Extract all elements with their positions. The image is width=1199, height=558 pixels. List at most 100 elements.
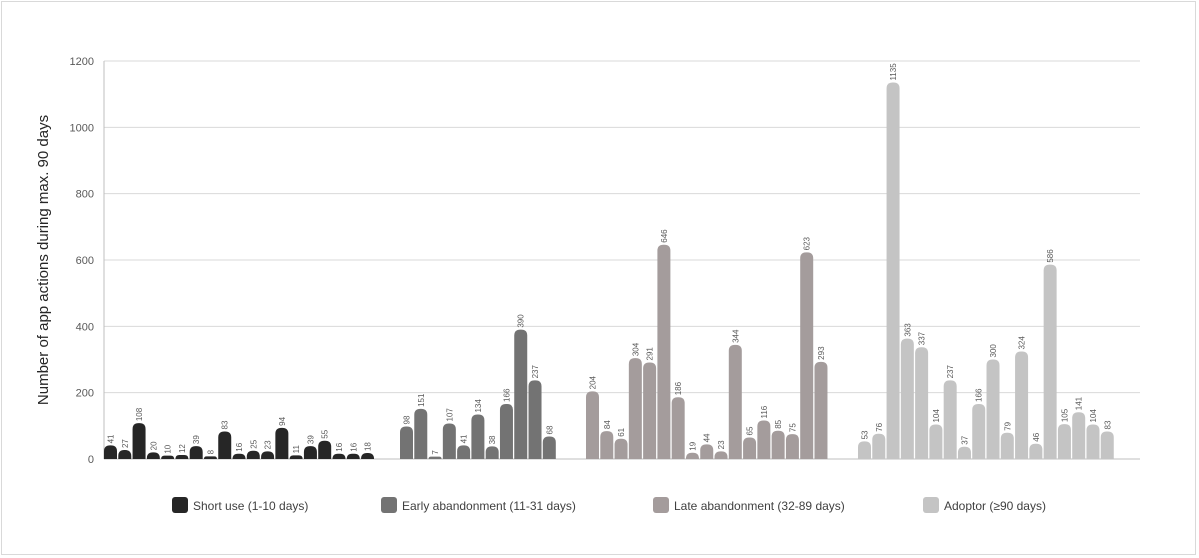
data-label: 23 — [717, 440, 726, 449]
bar — [499, 403, 513, 459]
data-label: 107 — [445, 408, 454, 422]
data-label: 61 — [617, 427, 626, 436]
data-label: 390 — [517, 314, 526, 328]
bar — [346, 453, 360, 459]
bar — [628, 358, 642, 459]
data-label: 85 — [774, 419, 783, 428]
bar — [858, 441, 871, 459]
legend-swatch — [923, 497, 939, 513]
data-label: 151 — [417, 393, 426, 407]
bar — [986, 359, 1000, 459]
bar — [318, 440, 332, 459]
data-label: 18 — [364, 442, 373, 451]
bar — [643, 362, 657, 459]
data-label: 46 — [1032, 432, 1041, 441]
bar — [743, 437, 757, 459]
y-axis-ticks: 0 200 400 600 800 1000 1200 — [70, 56, 94, 466]
y-tick-label: 800 — [76, 189, 94, 201]
bar — [872, 433, 886, 459]
data-label: 41 — [107, 434, 116, 443]
bar — [600, 431, 614, 459]
data-label: 20 — [149, 441, 158, 450]
data-label: 39 — [192, 435, 201, 444]
bar — [900, 338, 914, 459]
bar — [728, 344, 742, 459]
bar — [232, 453, 246, 459]
data-labels: 41 27 108 20 10 12 39 8 83 16 25 23 94 11 39 55 16 16 18 98… — [107, 63, 1113, 455]
data-label: 623 — [803, 236, 812, 250]
legend-item: Early abandonment (11-31 days) — [381, 497, 576, 513]
bar — [1000, 432, 1014, 459]
legend-swatch — [172, 497, 188, 513]
data-label: 291 — [646, 347, 655, 361]
data-label: 344 — [731, 329, 740, 343]
bar — [1100, 431, 1114, 459]
bar — [685, 452, 699, 459]
bar — [528, 380, 542, 459]
bar — [303, 446, 317, 459]
bar — [814, 361, 828, 459]
bar — [161, 455, 175, 459]
bar — [361, 453, 375, 459]
legend-item: Adoptor (≥90 days) — [923, 497, 1046, 513]
gridlines — [103, 60, 1140, 460]
data-label: 134 — [474, 399, 483, 413]
data-label: 12 — [178, 444, 187, 453]
data-label: 166 — [975, 388, 984, 402]
data-label: 108 — [135, 407, 144, 421]
bar — [943, 380, 957, 459]
bar — [1057, 424, 1071, 459]
bar — [218, 431, 232, 459]
bars — [104, 82, 1114, 459]
bar — [1029, 443, 1043, 459]
legend: Short use (1-10 days) Early abandonment (… — [172, 497, 1046, 513]
bar — [614, 438, 628, 459]
legend-swatch — [653, 497, 669, 513]
legend-item: Short use (1-10 days) — [172, 497, 308, 513]
bar — [400, 426, 413, 459]
data-label: 79 — [1003, 421, 1012, 430]
data-label: 293 — [817, 346, 826, 360]
data-label: 27 — [121, 439, 130, 448]
bar — [957, 446, 971, 459]
bar — [246, 450, 260, 459]
legend-label: Adoptor (≥90 days) — [944, 499, 1046, 513]
data-label: 84 — [603, 420, 612, 429]
bar — [332, 453, 346, 459]
data-label: 53 — [861, 430, 870, 439]
y-tick-label: 600 — [76, 255, 94, 267]
data-label: 11 — [292, 444, 301, 453]
bar — [714, 451, 728, 459]
data-label: 646 — [660, 229, 669, 243]
bar — [929, 424, 943, 459]
y-tick-label: 200 — [76, 388, 94, 400]
legend-label: Late abandonment (32-89 days) — [674, 499, 845, 513]
data-label: 19 — [688, 441, 697, 450]
bar — [1043, 264, 1057, 459]
data-label: 98 — [403, 415, 412, 424]
legend-item: Late abandonment (32-89 days) — [653, 497, 845, 513]
data-label: 104 — [1089, 409, 1098, 423]
y-tick-label: 400 — [76, 321, 94, 333]
bar — [275, 427, 289, 459]
data-label: 324 — [1018, 336, 1027, 350]
bar — [800, 252, 814, 459]
data-label: 23 — [264, 440, 273, 449]
bar — [175, 455, 189, 459]
bar — [414, 408, 428, 459]
data-label: 83 — [1103, 420, 1112, 429]
data-label: 237 — [531, 364, 540, 378]
data-label: 16 — [335, 442, 344, 451]
bar — [289, 455, 303, 459]
data-label: 83 — [221, 420, 230, 429]
data-label: 1135 — [889, 63, 898, 81]
data-label: 304 — [631, 342, 640, 356]
legend-swatch — [381, 497, 397, 513]
data-label: 363 — [903, 323, 912, 337]
data-label: 76 — [875, 422, 884, 431]
bar — [972, 403, 986, 459]
bar — [1072, 412, 1086, 459]
data-label: 16 — [235, 442, 244, 451]
bar — [203, 456, 217, 459]
